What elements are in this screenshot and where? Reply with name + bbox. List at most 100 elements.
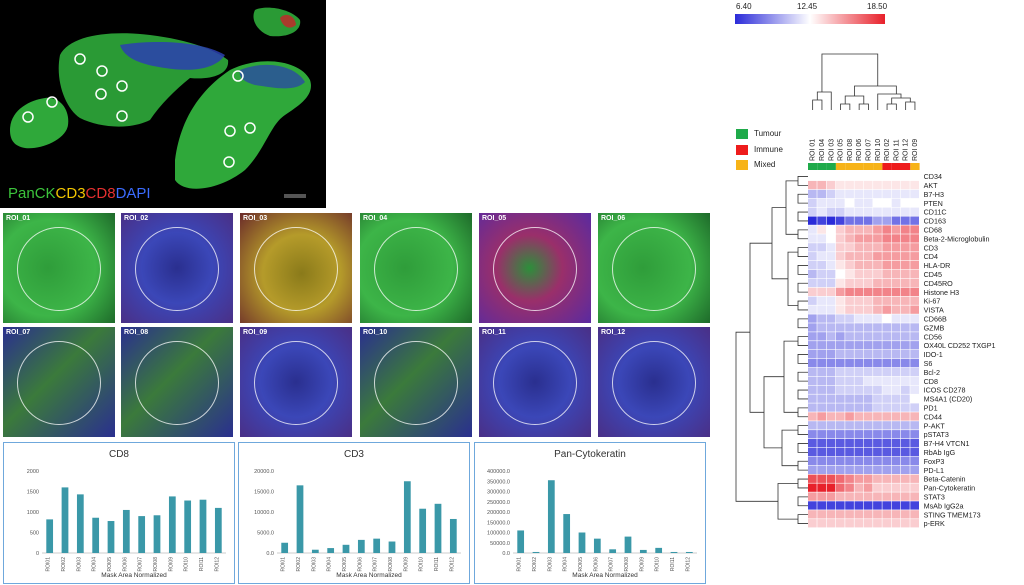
heatmap-cell (835, 501, 845, 510)
heatmap-cell (845, 447, 854, 457)
heatmap-cell (863, 439, 873, 448)
heatmap-cell (845, 341, 854, 350)
heatmap-cell (817, 403, 826, 412)
heatmap-cell (845, 367, 854, 377)
heatmap-cell (817, 474, 826, 483)
column-label: ROI 07 (865, 139, 872, 161)
heatmap-cell (882, 483, 892, 492)
legend-label: Mixed (754, 160, 776, 170)
row-label: OX40L CD252 TXGP1 (924, 341, 996, 350)
heatmap-cell (882, 341, 892, 350)
heatmap-cell (901, 519, 910, 528)
heatmap-cell (808, 278, 817, 288)
heatmap-cell (901, 474, 910, 483)
y-tick-label: 1500 (27, 490, 39, 496)
x-tick-label: ROI08 (388, 557, 394, 572)
bar (547, 480, 555, 553)
heatmap-cell (882, 350, 892, 359)
legend-immune: Immune (736, 145, 783, 155)
heatmap-cell (854, 341, 864, 350)
x-tick-label: ROI02 (296, 557, 302, 572)
bar (357, 539, 365, 553)
heatmap-cell (873, 394, 882, 403)
heatmap-cell (845, 189, 854, 199)
heatmap-cell (891, 430, 901, 439)
cd3-chart-panel: CD3 20000.0 15000.0 10000.0 5000.0 0.0 ROI01 R… (238, 442, 470, 584)
heatmap-cell (882, 358, 892, 368)
row-label: Beta-2-Microglobulin (924, 234, 990, 243)
heatmap-cell (835, 189, 845, 199)
heatmap-cell (835, 403, 845, 412)
heatmap-cell (910, 430, 919, 439)
legend-label: Tumour (754, 129, 782, 139)
bar (107, 521, 115, 553)
heatmap-cell (826, 492, 836, 501)
heatmap-cell (901, 180, 910, 190)
heatmap-cell (901, 341, 910, 350)
heatmap-cell (808, 519, 817, 528)
heatmap-cell (808, 501, 817, 510)
heatmap-cell (826, 358, 836, 368)
heatmap-cell (901, 358, 910, 368)
heatmap-cell (854, 421, 864, 430)
colorbar-max-label: 18.50 (867, 2, 888, 11)
row-label: GZMB (924, 323, 945, 332)
bar (92, 517, 100, 553)
heatmap-cell (835, 225, 845, 234)
heatmap-cell (826, 376, 836, 385)
heatmap-cell (910, 269, 919, 279)
heatmap-cell (817, 207, 826, 216)
heatmap-cell (826, 278, 836, 288)
heatmap-cell (891, 172, 901, 181)
heatmap-cell (891, 278, 901, 288)
heatmap-cell (910, 189, 919, 199)
heatmap-cell (901, 376, 910, 385)
heatmap-cell (835, 287, 845, 296)
roi-circle (374, 227, 458, 311)
chart-title: CD8 (108, 449, 129, 460)
heatmap-cell (873, 385, 882, 394)
heatmap-cell (808, 456, 817, 466)
heatmap-cell (835, 376, 845, 385)
heatmap-cell (863, 172, 873, 181)
y-tick-label: 150000.0 (487, 520, 510, 526)
heatmap-cell (882, 394, 892, 403)
column-label: ROI 12 (903, 139, 910, 161)
column-dendrogram (812, 53, 916, 110)
row-label: MsAb IgG2a (924, 501, 964, 510)
heatmap-cell (854, 252, 864, 261)
heatmap-cell (891, 385, 901, 394)
heatmap-cell (826, 474, 836, 483)
heatmap-cell (910, 207, 919, 216)
heatmap-cell (882, 492, 892, 501)
column-label: ROI 08 (847, 139, 854, 161)
heatmap-cell (873, 323, 882, 332)
heatmap-cell (835, 296, 845, 305)
heatmap-cell (910, 252, 919, 261)
heatmap-cell (891, 465, 901, 474)
heatmap-cell (882, 367, 892, 377)
heatmap-cell (808, 447, 817, 457)
x-tick-label: ROI01 (517, 557, 523, 572)
heatmap-cell (826, 447, 836, 457)
heatmap-cell (845, 430, 854, 439)
heatmap-cell (891, 421, 901, 430)
heatmap-cell (817, 172, 826, 181)
x-tick-label: ROI04 (92, 557, 98, 572)
row-label: Beta-Catenin (924, 475, 966, 484)
heatmap-cell (873, 287, 882, 296)
heatmap-cell (826, 403, 836, 412)
roi-circle (493, 227, 577, 311)
heatmap-cell (873, 510, 882, 519)
heatmap-cell (845, 332, 854, 341)
heatmap-cell (826, 314, 836, 323)
heatmap-cell (826, 296, 836, 305)
heatmap-cell (901, 234, 910, 243)
heatmap-cell (891, 519, 901, 528)
heatmap-cell (808, 403, 817, 412)
x-tick-label: ROI03 (547, 557, 553, 572)
heatmap-cell (826, 269, 836, 279)
heatmap-cell (835, 519, 845, 528)
heatmap-cell (817, 189, 826, 199)
heatmap-cell (891, 483, 901, 492)
